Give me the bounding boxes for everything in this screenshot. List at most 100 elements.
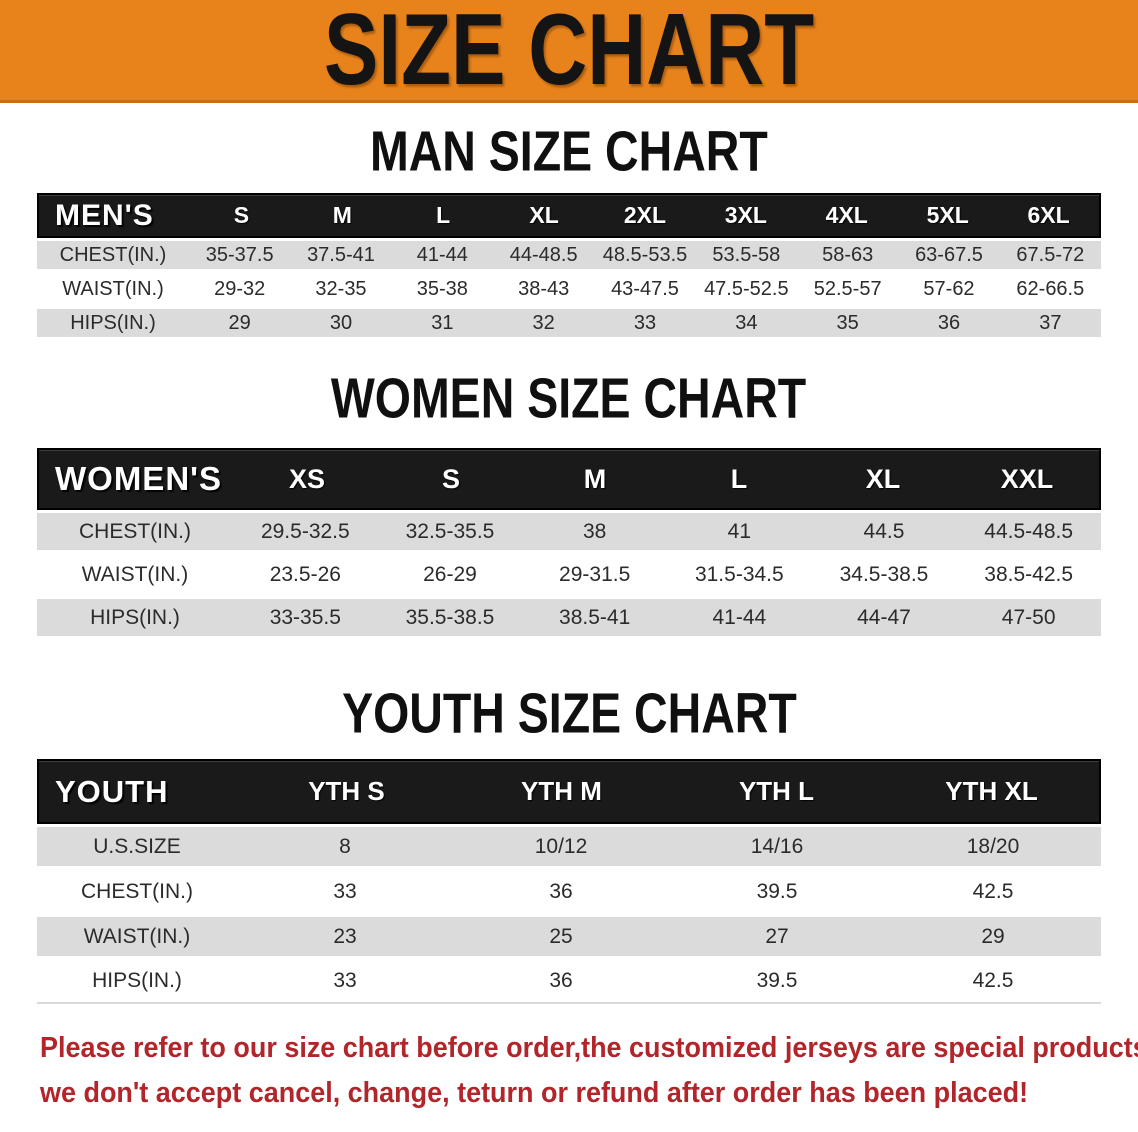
women-section-heading: WOMEN SIZE CHART: [0, 367, 1138, 430]
youth-size-table: YOUTH YTH S YTH M YTH L YTH XL U.S.SIZE 8 10/12…: [37, 759, 1101, 1004]
cell-value: 33: [333, 968, 357, 992]
cell-value: 41-44: [712, 605, 767, 629]
table-row: HIPS(IN.) 33 36 39.5 42.5: [37, 959, 1101, 1004]
cell-value: 8: [339, 834, 351, 858]
cell-value: 38.5-42.5: [984, 562, 1074, 586]
row-label: HIPS(IN.): [92, 968, 182, 992]
cell-value: 26-29: [423, 562, 477, 586]
cell-value: 35-38: [416, 277, 468, 300]
row-label: CHEST(IN.): [79, 519, 191, 543]
cell-value: 39.5: [756, 879, 798, 903]
row-label: HIPS(IN.): [90, 605, 180, 629]
cell-value: 32: [532, 311, 555, 334]
cell-value: 44-47: [857, 605, 911, 629]
column-header: S: [233, 202, 250, 228]
mens-size-table: MEN'S S M L XL 2XL 3XL 4XL 5XL 6XL CHEST(IN.) 35-37…: [37, 193, 1101, 340]
cell-value: 36: [937, 311, 961, 334]
cell-value: 41-44: [416, 243, 468, 266]
cell-value: 41: [727, 519, 751, 543]
cell-value: 31.5-34.5: [694, 562, 784, 586]
cell-value: 36: [549, 968, 573, 992]
banner-title: SIZE CHART: [323, 0, 815, 103]
column-header: YTH L: [738, 776, 815, 806]
cell-value: 42.5: [972, 968, 1014, 992]
column-header: XL: [529, 202, 559, 228]
column-header: 6XL: [1027, 202, 1070, 228]
cell-value: 62-66.5: [1016, 277, 1085, 300]
column-header: L: [730, 463, 748, 494]
column-header: 2XL: [623, 202, 667, 228]
cell-value: 29-32: [214, 277, 266, 300]
cell-value: 23.5-26: [269, 562, 341, 586]
order-policy-line-1: Please refer to our size chart before or…: [40, 1032, 1138, 1064]
cell-value: 30: [329, 311, 353, 334]
cell-value: 48.5-53.5: [602, 243, 688, 266]
cell-value: 31: [431, 311, 454, 334]
cell-value: 38: [582, 519, 607, 543]
cell-value: 25: [549, 924, 573, 948]
cell-value: 52.5-57: [813, 277, 882, 300]
cell-value: 39.5: [756, 968, 798, 992]
cell-value: 29.5-32.5: [260, 519, 350, 543]
cell-value: 57-62: [923, 277, 975, 300]
cell-value: 44.5: [863, 519, 905, 543]
cell-value: 35.5-38.5: [405, 605, 495, 629]
table-header-label: MEN'S: [55, 198, 154, 232]
table-header-row: MEN'S S M L XL 2XL 3XL 4XL 5XL 6XL: [37, 193, 1101, 238]
cell-value: 32-35: [315, 277, 367, 300]
man-section-heading: MAN SIZE CHART: [0, 120, 1138, 183]
column-header: 5XL: [926, 202, 969, 228]
column-header: XS: [288, 463, 326, 494]
table-row: U.S.SIZE 8 10/12 14/16 18/20: [37, 824, 1101, 869]
column-header: 3XL: [724, 202, 767, 228]
row-label: CHEST(IN.): [81, 879, 193, 903]
cell-value: 38-43: [518, 277, 570, 300]
cell-value: 58-63: [822, 243, 874, 266]
column-header: YTH S: [308, 776, 385, 806]
table-row: CHEST(IN.) 33 36 39.5 42.5: [37, 869, 1101, 914]
cell-value: 47-50: [1001, 605, 1056, 629]
table-row: WAIST(IN.) 29-32 32-35 35-38 38-43 43-47.5 47.…: [37, 272, 1101, 306]
cell-value: 38.5-41: [559, 605, 631, 629]
order-policy-line-2: we don't accept cancel, change, teturn o…: [40, 1077, 1029, 1109]
cell-value: 44-48.5: [509, 243, 578, 266]
cell-value: 44.5-48.5: [984, 519, 1074, 543]
column-header: XXL: [1000, 463, 1054, 494]
cell-value: 34.5-38.5: [839, 562, 929, 586]
cell-value: 34: [735, 311, 758, 334]
column-header: YTH M: [521, 776, 602, 806]
table-row: CHEST(IN.) 29.5-32.5 32.5-35.5 38 41 44.5 44.5…: [37, 510, 1101, 553]
women-section-heading-text: WOMEN SIZE CHART: [331, 366, 807, 430]
column-header: S: [441, 463, 460, 494]
table-header-row: YOUTH YTH S YTH M YTH L YTH XL: [37, 759, 1101, 824]
row-label: WAIST(IN.): [83, 924, 191, 948]
column-header: M: [583, 463, 607, 494]
table-row: HIPS(IN.) 33-35.5 35.5-38.5 38.5-41 41-44 44-…: [37, 596, 1101, 639]
cell-value: 33: [633, 311, 657, 334]
cell-value: 10/12: [534, 834, 588, 858]
cell-value: 33: [333, 879, 357, 903]
youth-section-heading: YOUTH SIZE CHART: [0, 682, 1138, 745]
column-header: M: [332, 202, 352, 228]
cell-value: 33-35.5: [269, 605, 341, 629]
table-row: WAIST(IN.) 23.5-26 26-29 29-31.5 31.5-34.5 34…: [37, 553, 1101, 596]
cell-value: 53.5-58: [712, 243, 781, 266]
cell-value: 27: [765, 924, 789, 948]
cell-value: 37: [1039, 311, 1062, 334]
cell-value: 37.5-41: [307, 243, 375, 266]
table-header-label: WOMEN'S: [55, 460, 223, 497]
cell-value: 14/16: [750, 834, 804, 858]
cell-value: 29: [228, 311, 251, 334]
table-row: CHEST(IN.) 35-37.5 37.5-41 41-44 44-48.5 48.5…: [37, 238, 1101, 272]
youth-section-heading-text: YOUTH SIZE CHART: [341, 681, 797, 745]
row-label: U.S.SIZE: [93, 834, 181, 858]
cell-value: 47.5-52.5: [704, 277, 789, 300]
table-row: HIPS(IN.) 29 30 31 32 33 34 35 36 37: [37, 306, 1101, 340]
table-header-label: YOUTH: [55, 773, 169, 809]
table-header-row: WOMEN'S XS S M L XL XXL: [37, 448, 1101, 510]
order-policy-note: Please refer to our size chart before or…: [40, 1026, 1138, 1116]
cell-value: 29: [981, 924, 1005, 948]
cell-value: 18/20: [966, 834, 1020, 858]
column-header: L: [436, 202, 451, 228]
column-header: YTH XL: [945, 776, 1038, 806]
